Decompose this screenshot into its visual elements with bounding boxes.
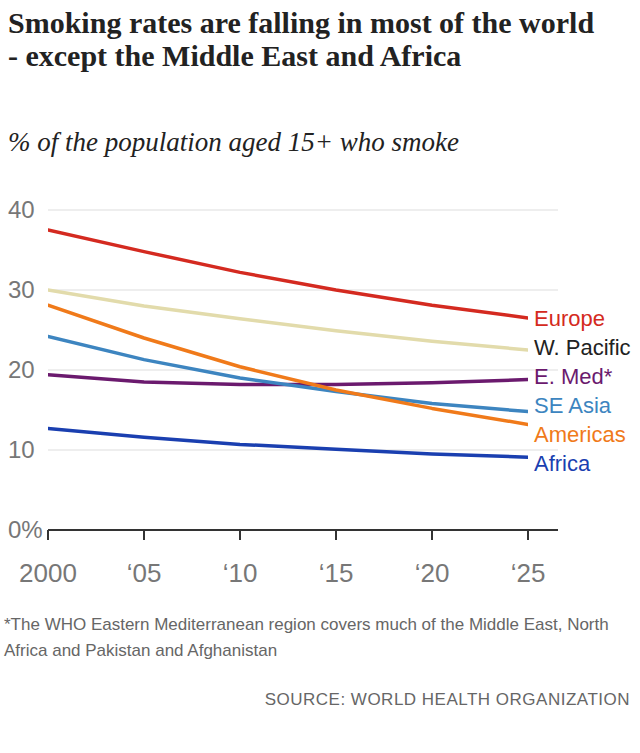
series-label: W. Pacific	[534, 335, 631, 360]
grid-line	[48, 370, 558, 371]
x-tick-label: ‘15	[319, 558, 354, 588]
series-label: E. Med*	[534, 364, 613, 389]
x-tick	[431, 530, 433, 540]
y-tick-label: 40	[8, 196, 35, 223]
x-tick-label: ‘05	[127, 558, 162, 588]
y-tick-label: 20	[8, 356, 35, 383]
series-line	[48, 290, 528, 350]
grid-line	[48, 210, 558, 211]
source: SOURCE: WORLD HEALTH ORGANIZATION	[265, 690, 630, 710]
x-tick	[143, 530, 145, 540]
series-line	[48, 336, 528, 411]
series-line	[48, 428, 528, 457]
x-tick	[47, 530, 49, 540]
x-tick-label: 2000	[19, 558, 77, 588]
y-tick-label: 30	[8, 276, 35, 303]
grid-line	[48, 450, 558, 451]
title: Smoking rates are falling in most of the…	[8, 6, 608, 72]
chart: 0% 10 20 30 40 2000 ‘05 ‘10 ‘15 ‘20 ‘25 Europe W. Pa…	[0, 0, 640, 753]
x-tick-label: ‘25	[511, 558, 546, 588]
series-label: Americas	[534, 422, 626, 447]
footnote: *The WHO Eastern Mediterranean region co…	[4, 612, 624, 664]
series-line	[48, 230, 528, 318]
x-tick-label: ‘10	[223, 558, 258, 588]
series-label: Africa	[534, 451, 591, 476]
x-tick	[335, 530, 337, 540]
y-tick-label: 10	[8, 436, 35, 463]
series-label: Europe	[534, 306, 605, 331]
x-tick	[239, 530, 241, 540]
series-label: SE Asia	[534, 393, 612, 418]
grid-line	[48, 290, 558, 291]
x-tick-label: ‘20	[415, 558, 450, 588]
x-axis-line	[48, 529, 558, 531]
x-tick	[527, 530, 529, 540]
y-tick-label: 0%	[8, 516, 43, 543]
series-line	[48, 305, 528, 424]
subtitle: % of the population aged 15+ who smoke	[8, 126, 638, 158]
plot-area	[48, 230, 528, 457]
